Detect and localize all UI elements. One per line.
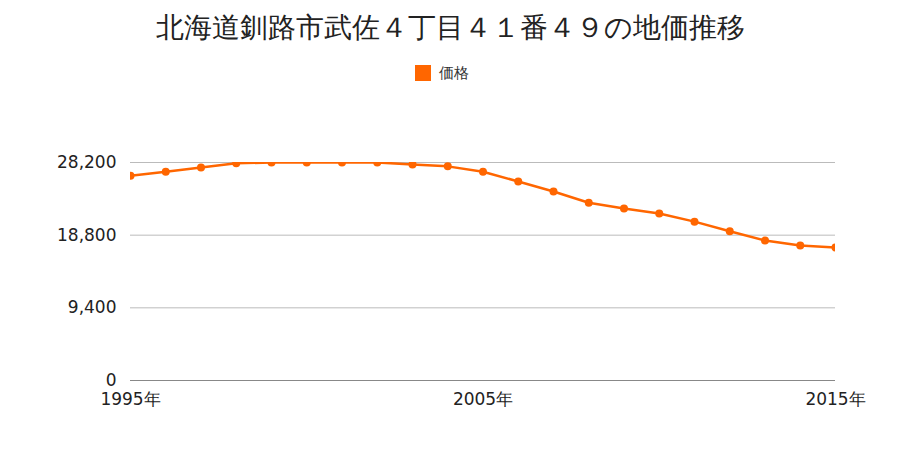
svg-text:9,400: 9,400 — [68, 297, 117, 317]
html-text:価格: 価格 — [439, 63, 469, 82]
svg-text:1995年: 1995年 — [100, 389, 160, 409]
html-text:北海道釧路市武佐４丁目４１番４９の地価推移: 北海道釧路市武佐４丁目４１番４９の地価推移 — [155, 11, 745, 44]
svg-text:2005年: 2005年 — [453, 389, 513, 409]
svg-text:2015年: 2015年 — [805, 389, 865, 409]
svg-text:18,800: 18,800 — [57, 225, 116, 245]
svg-text:0: 0 — [106, 370, 117, 390]
svg-text:28,200: 28,200 — [57, 152, 116, 172]
